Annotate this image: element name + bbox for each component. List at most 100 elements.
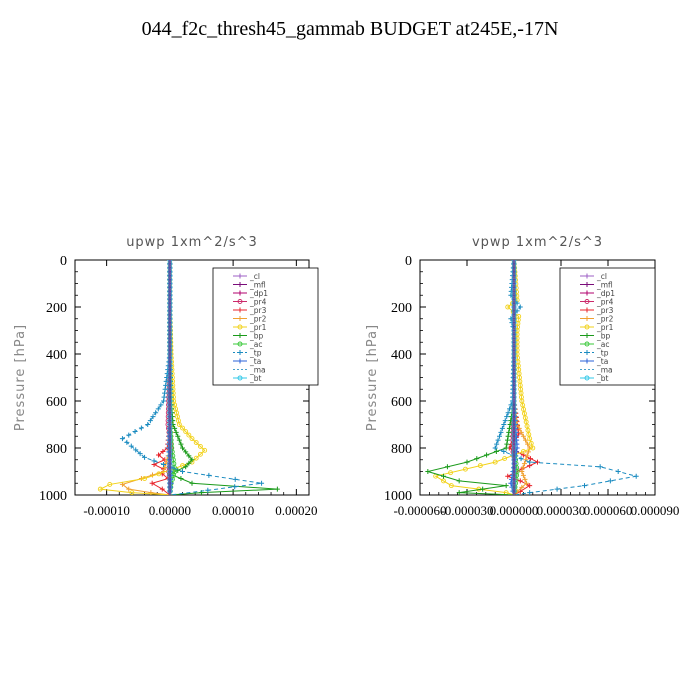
legend-point: [584, 282, 590, 287]
panel-title: vpwp 1xm^2/s^3: [472, 235, 603, 250]
y-tick-label: 1000: [384, 489, 412, 504]
series-pr1-point: [448, 483, 454, 489]
series-pr2-point: [519, 469, 525, 474]
series-bp-point: [186, 460, 192, 466]
series-pr1-point: [492, 459, 498, 465]
series-tp-point: [492, 445, 498, 451]
series-tp-point: [527, 490, 533, 495]
x-tick-label: 0.000060: [584, 503, 633, 518]
series-tp-point: [501, 422, 507, 427]
series-pr3-point: [155, 452, 161, 458]
series-tp-point: [259, 480, 265, 486]
series-pr1-point: [189, 436, 195, 442]
series-tp-point: [615, 469, 621, 474]
legend-point: [584, 341, 590, 347]
y-axis-label: Pressure [hPa]: [13, 324, 28, 431]
series-tp-point: [597, 464, 603, 470]
series-bp-point: [172, 425, 178, 431]
series-tp-point: [153, 410, 159, 416]
series-pr1-point: [142, 476, 148, 481]
series-bp-point: [178, 476, 184, 482]
series-tp-point: [607, 478, 613, 484]
series-bp-point: [175, 433, 181, 439]
series-pr2-point: [521, 461, 527, 467]
y-tick-label: 0: [60, 254, 67, 269]
legend-label: _pr1: [596, 323, 614, 332]
series-pr1-point: [193, 455, 199, 461]
series-tp-point: [232, 476, 238, 482]
legend-point: [584, 350, 590, 355]
legend-point: [237, 299, 243, 304]
series-tp-point: [554, 486, 560, 492]
series-pr2-point: [524, 480, 530, 486]
series-bp-point: [484, 452, 490, 458]
series-pr1-point: [462, 466, 468, 472]
series-pr1-point: [193, 440, 199, 445]
y-tick-label: 0: [405, 254, 412, 269]
series-tp-point: [150, 414, 156, 420]
legend-label: _pr3: [596, 306, 614, 315]
series-pr1-point: [448, 470, 453, 476]
x-tick-label: -0.00010: [83, 503, 130, 518]
legend-label: _pr4: [249, 297, 267, 306]
series-pr1-point: [180, 463, 185, 469]
series-tp-point: [142, 454, 148, 460]
series-bp-point: [505, 433, 511, 439]
panel-title: upwp 1xm^2/s^3: [126, 235, 258, 250]
series-bp-point: [183, 464, 189, 470]
series-bp-point: [503, 483, 509, 489]
series-tp-point: [162, 386, 168, 392]
legend-point: [237, 282, 243, 287]
legend: _cl_mfl_dp1_pr4_pr3_pr2_pr1_bp_ac_tp_ta_…: [559, 267, 656, 386]
series-pr1-point: [505, 304, 511, 310]
series-tp-point: [158, 402, 164, 408]
series-pr1-point: [176, 422, 182, 427]
legend-point: [584, 290, 590, 296]
legend-label: _pr4: [596, 297, 614, 306]
legend-point: [237, 341, 243, 347]
series-bp-point: [444, 464, 450, 470]
series-bp-point: [173, 429, 179, 435]
series-pr2-point: [520, 472, 526, 478]
series-tp-point: [161, 398, 167, 404]
series-tp-point: [124, 439, 130, 445]
legend-label: _tp: [249, 348, 262, 357]
series-tp-point: [155, 406, 161, 412]
y-tick-label: 200: [391, 301, 412, 316]
y-tick-label: 800: [391, 442, 412, 457]
series-tp-point: [128, 443, 134, 449]
legend-label: _pr3: [249, 306, 267, 315]
legend-label: _ac: [249, 340, 262, 349]
legend-label: _bt: [596, 374, 609, 383]
series-bp-point: [456, 478, 462, 484]
legend-label: _tp: [596, 348, 609, 357]
series-pr3-point: [527, 483, 533, 489]
legend-label: _ac: [596, 340, 609, 349]
series-pr1-point: [441, 478, 446, 484]
series-bp-point: [506, 429, 512, 435]
x-tick-label: 0.000090: [631, 503, 680, 518]
series-pr1-point: [527, 436, 533, 442]
series-pr1: [433, 260, 536, 495]
series-bp-point: [456, 490, 462, 495]
series-tp-point: [151, 458, 157, 464]
legend-point: [237, 290, 243, 296]
series-pr1-point: [186, 432, 192, 438]
series-pr1-point: [129, 490, 135, 495]
series-bp-point: [189, 457, 195, 463]
legend-label: _dp1: [596, 289, 615, 298]
series-pr2-point: [126, 486, 132, 492]
series-bp-point: [503, 445, 509, 451]
series-bp-point: [506, 425, 512, 431]
series-bp-point: [189, 480, 195, 486]
series-pr1-point: [520, 449, 526, 454]
series-pr3-point: [160, 449, 166, 455]
series-tp-point: [527, 459, 533, 465]
series-bp-point: [504, 437, 510, 443]
series-tp-point: [504, 414, 510, 420]
series-pr1-point: [97, 486, 103, 492]
series-pr1-point: [107, 481, 113, 487]
series-bp-point: [180, 445, 186, 451]
legend-point: [584, 316, 590, 321]
legend-label: _pr2: [596, 314, 614, 323]
